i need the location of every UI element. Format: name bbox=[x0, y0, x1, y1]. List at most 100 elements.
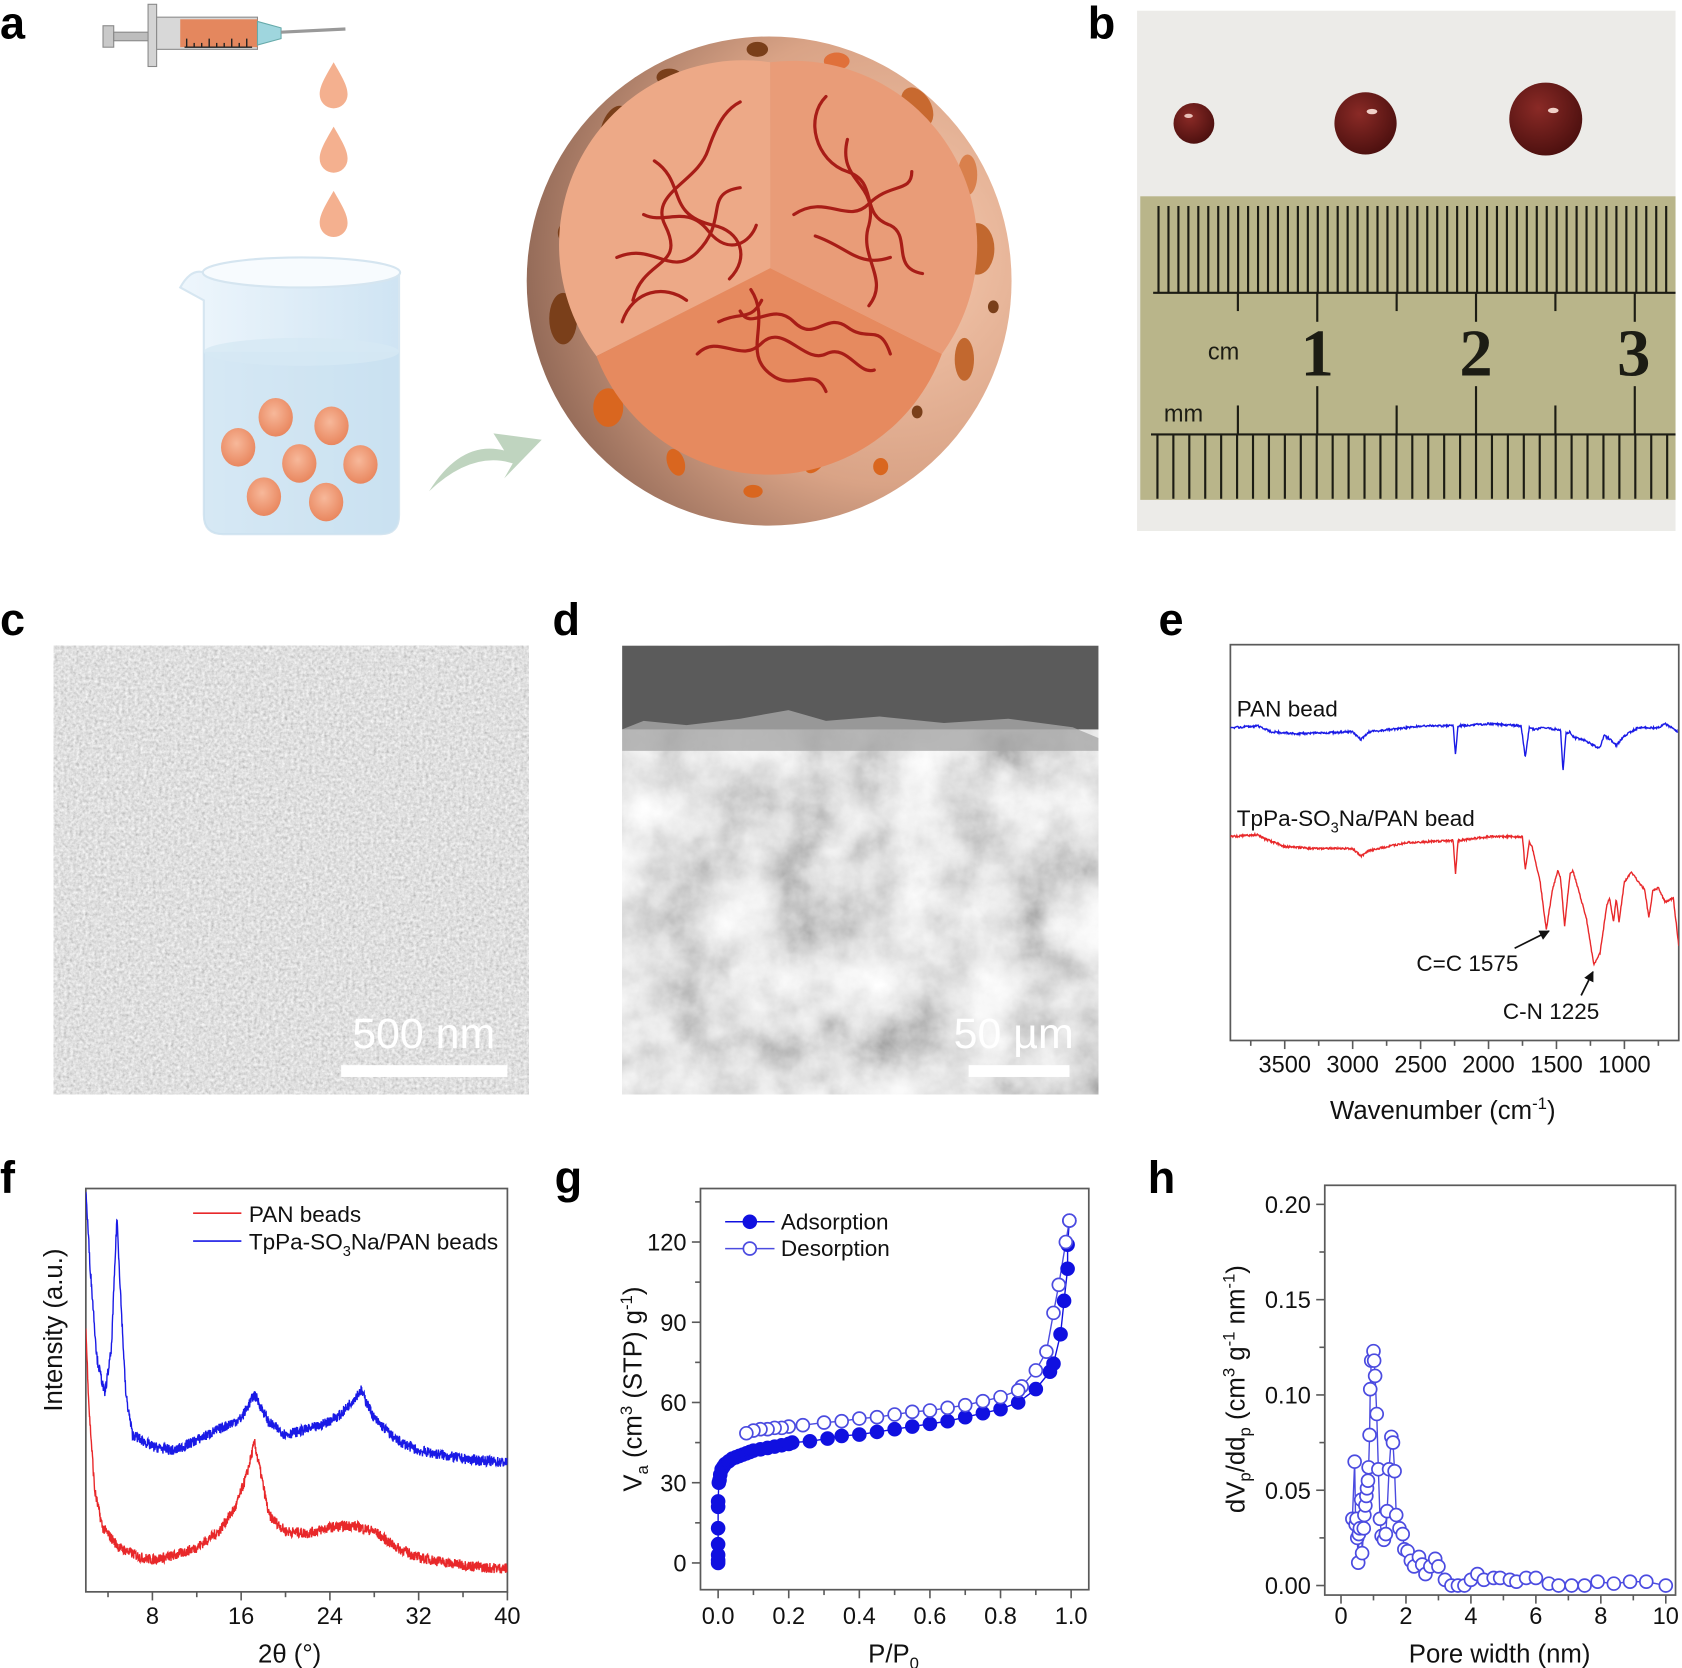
data-point bbox=[1367, 1368, 1383, 1384]
data-point bbox=[1028, 1381, 1044, 1397]
y-tick-label: 0.15 bbox=[1265, 1287, 1311, 1313]
droplets bbox=[319, 62, 348, 238]
data-point bbox=[795, 1417, 811, 1433]
data-point bbox=[816, 1415, 832, 1430]
data-point bbox=[1046, 1305, 1061, 1321]
cut-wedge-left bbox=[559, 60, 771, 357]
data-point bbox=[1354, 1545, 1370, 1561]
scale-bar-label: 50 µm bbox=[954, 1010, 1074, 1058]
y-tick-label: 0 bbox=[673, 1551, 686, 1577]
annotation-arrow bbox=[1580, 970, 1594, 996]
legend-marker bbox=[742, 1214, 758, 1230]
panel-b: b cm mm 1 2 3 bbox=[1088, 0, 1676, 531]
y-axis-label: Va (cm3 (STP) g-1) bbox=[617, 1287, 652, 1492]
peak-annotation: C=C 1575 bbox=[1416, 951, 1518, 976]
chart-panel-h: 0 2 4 6 8 10 0.00 0.05 0.10 0.15 0.20 Pore width (n… bbox=[1220, 1184, 1679, 1668]
panel-label-e: e bbox=[1159, 594, 1184, 645]
beaker-illustration bbox=[178, 256, 402, 536]
data-point bbox=[1551, 1578, 1566, 1593]
data-point bbox=[1622, 1574, 1638, 1590]
data-point bbox=[1590, 1574, 1605, 1590]
x-tick-label: 3500 bbox=[1259, 1052, 1311, 1078]
series-line bbox=[1230, 831, 1679, 967]
beads-in-beaker bbox=[220, 397, 378, 522]
data-point bbox=[1639, 1574, 1654, 1590]
x-tick-label: 8 bbox=[1594, 1603, 1607, 1629]
data-point bbox=[1658, 1578, 1674, 1593]
x-tick-label: 0.6 bbox=[914, 1603, 947, 1629]
data-point bbox=[1431, 1559, 1446, 1574]
data-point bbox=[922, 1403, 938, 1418]
scale-bar-label: 500 nm bbox=[352, 1010, 495, 1058]
x-tick-label: 2000 bbox=[1462, 1052, 1514, 1078]
scale-bar bbox=[968, 1065, 1070, 1077]
chart-panel-g: 0.0 0.2 0.4 0.6 0.8 1.0 0 30 60 90 120 P/P0 Va (cm3 … bbox=[617, 1187, 1090, 1668]
y-axis-label: Intensity (a.u.) bbox=[40, 1249, 68, 1412]
y-tick-label: 0.00 bbox=[1265, 1573, 1311, 1599]
data-point bbox=[1360, 1473, 1376, 1489]
plot-frame bbox=[84, 1187, 509, 1593]
cut-wedge-right bbox=[770, 60, 978, 354]
bead-cross-section-illustration bbox=[526, 36, 1012, 526]
data-point bbox=[940, 1413, 955, 1429]
data-point bbox=[993, 1389, 1008, 1405]
x-tick-label: 0.2 bbox=[772, 1603, 805, 1629]
series-line bbox=[1230, 721, 1679, 771]
sem-surface-edge bbox=[622, 710, 1099, 751]
data-point bbox=[1058, 1234, 1074, 1250]
x-tick-label: 2500 bbox=[1394, 1052, 1446, 1078]
panel-a: a bbox=[0, 0, 1012, 536]
legend-marker bbox=[742, 1241, 758, 1256]
ruler-ticks bbox=[1151, 205, 1676, 499]
y-tick-label: 120 bbox=[647, 1230, 686, 1256]
data-point bbox=[904, 1419, 920, 1434]
panel-label-h: h bbox=[1148, 1152, 1176, 1203]
data-point bbox=[975, 1393, 991, 1409]
x-tick-label: 0 bbox=[1334, 1603, 1347, 1629]
data-point bbox=[1366, 1353, 1382, 1368]
data-point bbox=[904, 1404, 920, 1420]
data-point bbox=[1577, 1578, 1592, 1593]
panel-label-c: c bbox=[0, 594, 25, 645]
ruler-number: 1 bbox=[1301, 317, 1334, 390]
data-point bbox=[1060, 1261, 1075, 1277]
data-point bbox=[887, 1421, 902, 1437]
data-point bbox=[1347, 1454, 1362, 1469]
data-point bbox=[869, 1424, 885, 1440]
plot-area bbox=[85, 1191, 508, 1574]
y-tick-label: 90 bbox=[660, 1310, 686, 1336]
data-point bbox=[1028, 1363, 1044, 1378]
data-point bbox=[739, 1425, 754, 1441]
panel-label-d: d bbox=[552, 594, 580, 645]
curved-arrow-icon bbox=[429, 433, 542, 492]
data-point bbox=[710, 1536, 726, 1552]
x-tick-label: 40 bbox=[494, 1603, 520, 1629]
data-point bbox=[852, 1411, 867, 1426]
data-point bbox=[802, 1433, 818, 1449]
legend-label: PAN beads bbox=[249, 1202, 361, 1227]
panel-c: c 500 nm bbox=[0, 594, 529, 1095]
data-point bbox=[1606, 1576, 1622, 1591]
data-point bbox=[1564, 1578, 1579, 1593]
chart-panel-e: 3500 3000 2500 2000 1500 1000 Wavenumber (cm-1… bbox=[1229, 643, 1680, 1125]
polymer-chains bbox=[615, 94, 925, 394]
scale-bar bbox=[341, 1065, 508, 1077]
data-point bbox=[1062, 1213, 1077, 1228]
x-tick-label: 0.0 bbox=[702, 1603, 735, 1629]
ruler-unit-cm: cm bbox=[1208, 338, 1239, 364]
x-tick-label: 1.0 bbox=[1055, 1603, 1088, 1629]
x-tick-label: 6 bbox=[1529, 1603, 1542, 1629]
data-point bbox=[1051, 1277, 1067, 1293]
y-tick-label: 0.20 bbox=[1265, 1192, 1311, 1218]
bead-photos bbox=[1173, 82, 1583, 156]
x-tick-label: 2 bbox=[1399, 1603, 1412, 1629]
syringe-scale bbox=[184, 38, 253, 48]
x-tick-label: 32 bbox=[406, 1603, 432, 1629]
x-tick-label: 8 bbox=[146, 1603, 159, 1629]
data-point bbox=[975, 1405, 991, 1421]
series-line bbox=[85, 1191, 508, 1468]
panel-label-a: a bbox=[0, 0, 26, 49]
series-label: TpPa-SO3Na/PAN bead bbox=[1237, 806, 1475, 836]
data-point bbox=[1053, 1326, 1068, 1342]
